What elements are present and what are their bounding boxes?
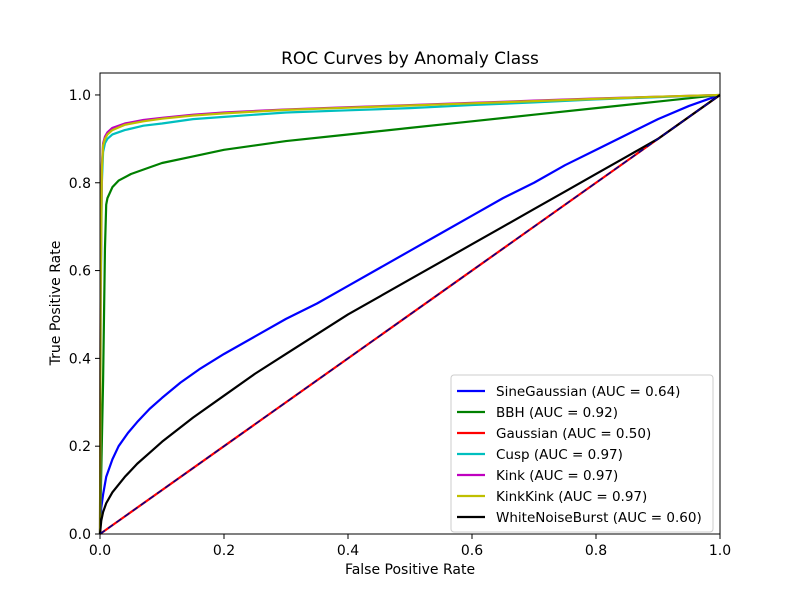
chart-title: ROC Curves by Anomaly Class	[281, 49, 539, 69]
y-tick-label: 0.4	[69, 351, 91, 367]
legend-label: SineGaussian (AUC = 0.64)	[496, 384, 680, 400]
legend-label: Gaussian (AUC = 0.50)	[496, 426, 651, 442]
y-axis-ticks: 0.0 0.2 0.4 0.6 0.8 1.0	[69, 88, 100, 543]
legend-label: WhiteNoiseBurst (AUC = 0.60)	[496, 510, 702, 526]
reference-diagonal	[99, 94, 721, 535]
y-tick-label: 0.8	[69, 176, 91, 192]
x-tick-label: 1.0	[709, 543, 731, 559]
y-tick-label: 0.6	[69, 264, 91, 280]
legend-label: Kink (AUC = 0.97)	[496, 468, 618, 484]
x-axis-label: False Positive Rate	[345, 562, 475, 578]
series-line-1	[98, 93, 721, 535]
series-line-5	[98, 93, 721, 535]
legend: SineGaussian (AUC = 0.64) BBH (AUC = 0.92…	[450, 374, 714, 533]
axes-frame	[99, 72, 721, 535]
x-tick-label: 0.6	[461, 543, 483, 559]
legend-label: KinkKink (AUC = 0.97)	[496, 489, 647, 505]
series-line-6	[98, 94, 721, 535]
y-axis-label: True Positive Rate	[48, 241, 64, 367]
y-tick-label: 0.2	[69, 439, 91, 455]
x-tick-label: 0.2	[213, 543, 235, 559]
x-axis-ticks: 0.0 0.2 0.4 0.6 0.8 1.0	[89, 534, 731, 559]
x-tick-label: 0.8	[585, 543, 607, 559]
legend-label: Cusp (AUC = 0.97)	[496, 447, 623, 463]
x-tick-label: 0.4	[337, 543, 359, 559]
legend-label: BBH (AUC = 0.92)	[496, 405, 618, 421]
legend-box	[450, 374, 714, 533]
series-line-0	[98, 93, 721, 535]
x-tick-label: 0.0	[89, 543, 111, 559]
plot-area	[98, 72, 721, 535]
y-tick-label: 1.0	[69, 88, 91, 104]
y-tick-label: 0.0	[69, 527, 91, 543]
